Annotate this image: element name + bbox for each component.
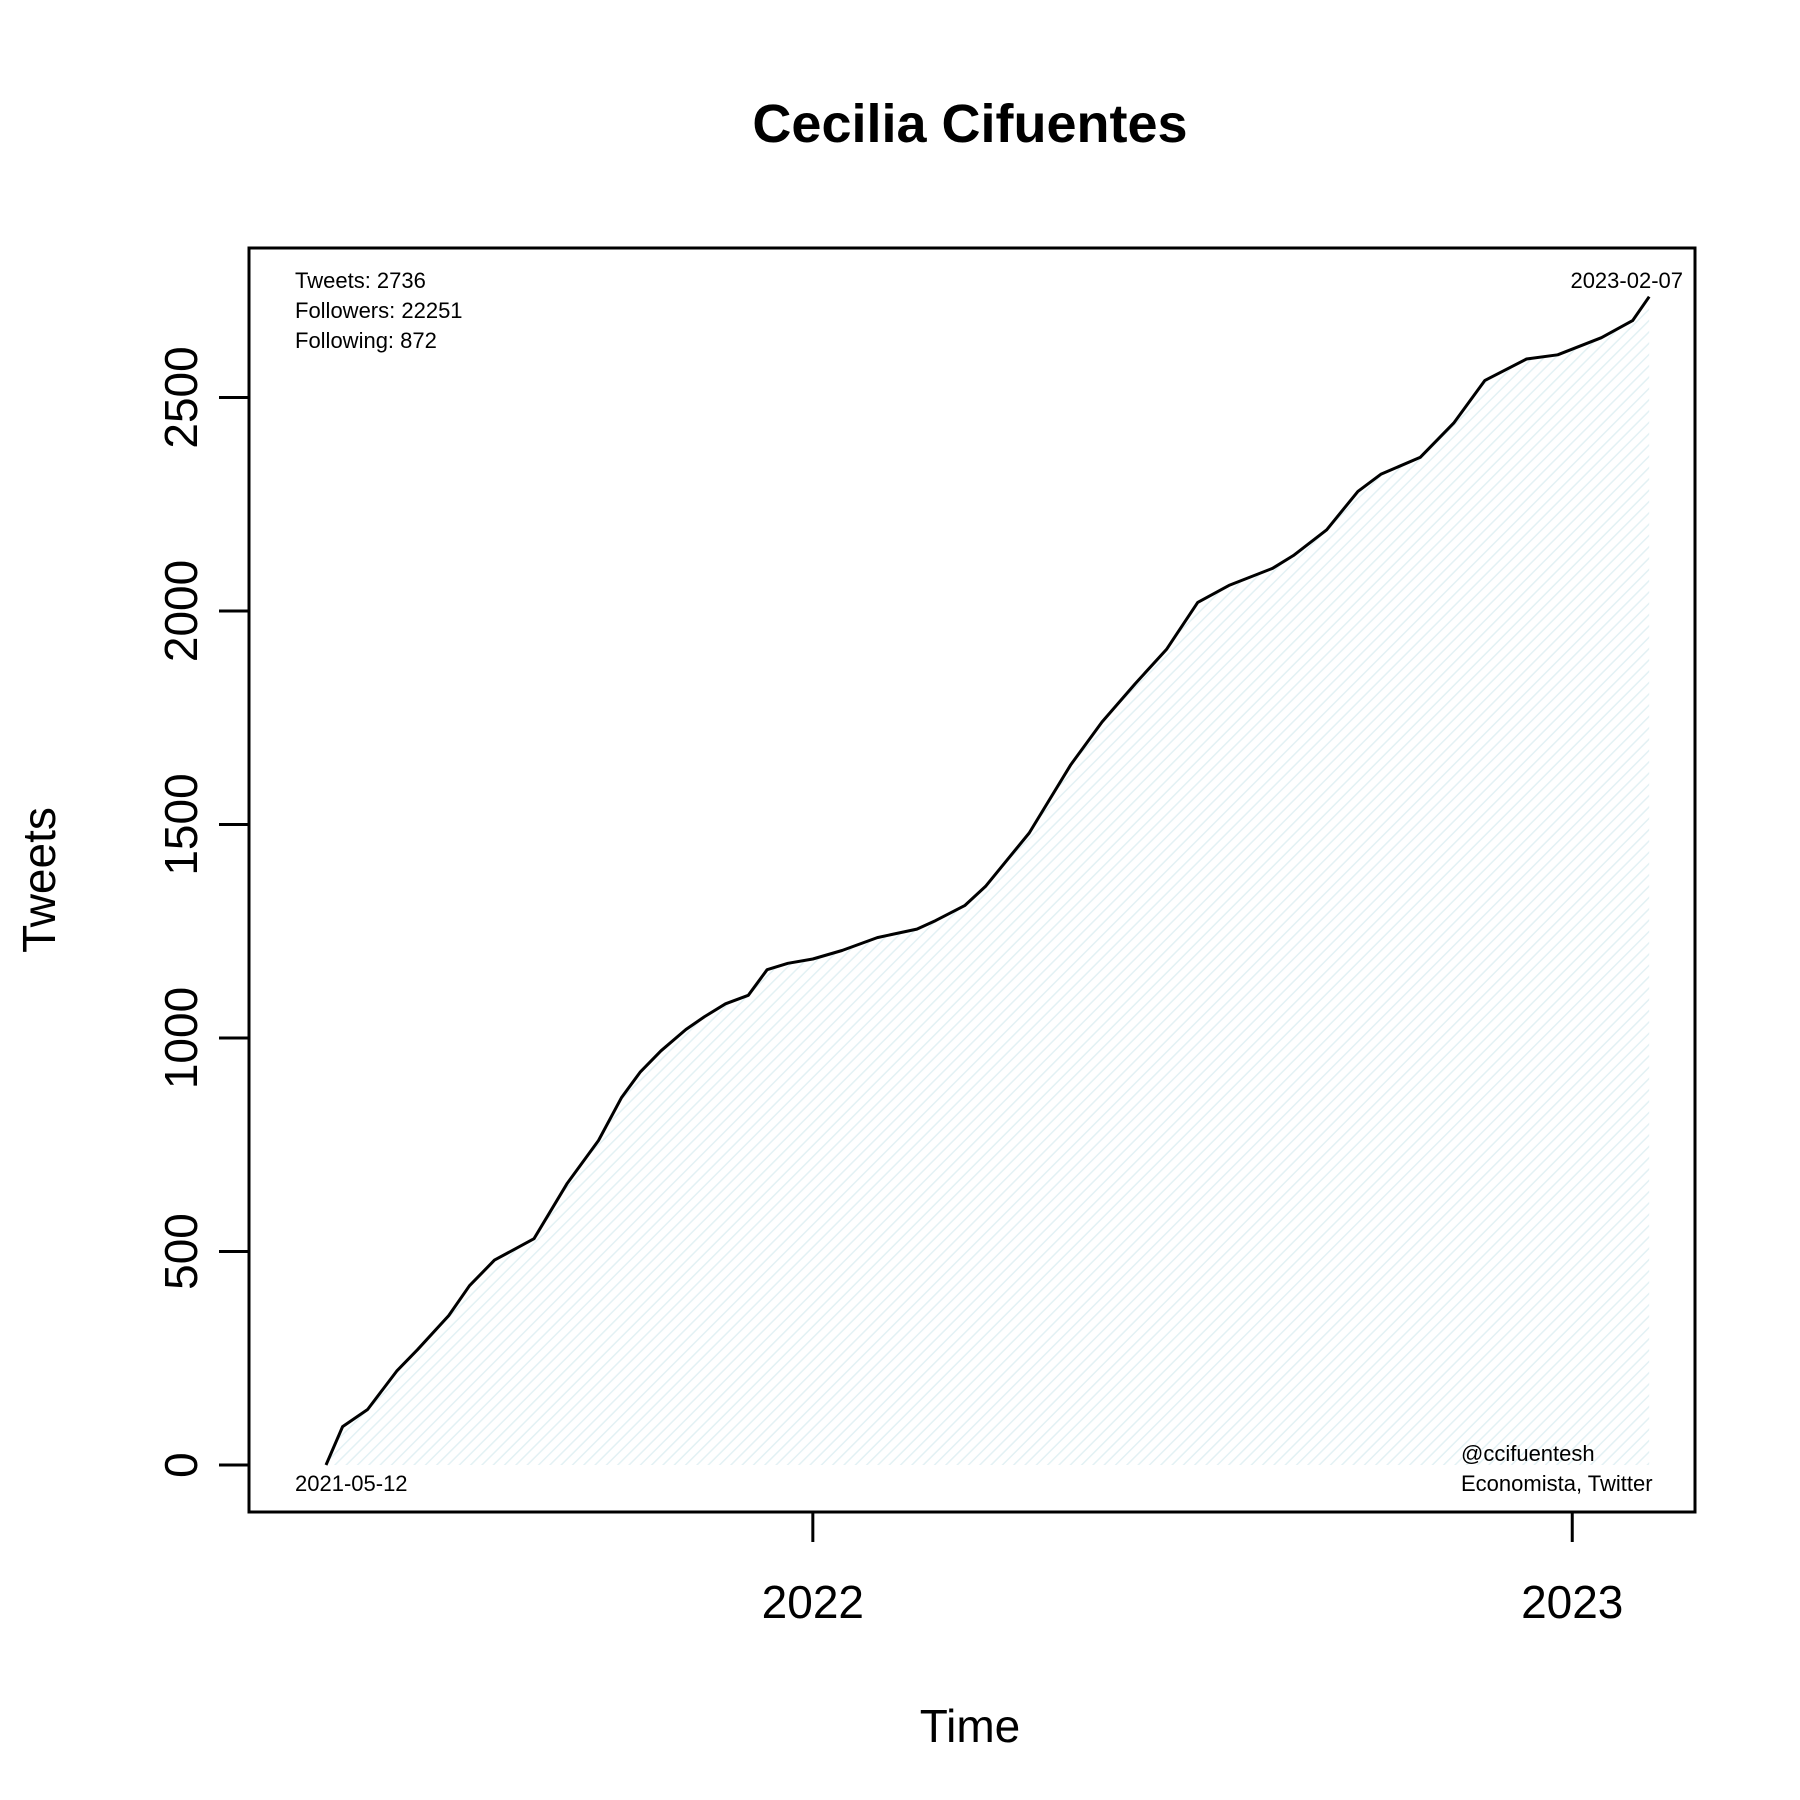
y-axis: 0 500 1000 1500 2000 2500 xyxy=(155,346,249,1478)
x-axis-label: Time xyxy=(920,1700,1021,1752)
stats-following: Following: 872 xyxy=(295,328,437,353)
plot-frame xyxy=(247,246,1697,1514)
stats-tweets: Tweets: 2736 xyxy=(295,268,426,293)
y-tick-label: 0 xyxy=(155,1452,207,1478)
area-layer xyxy=(326,296,1650,1466)
y-tick-label: 2500 xyxy=(155,346,207,448)
y-tick-label: 1500 xyxy=(155,773,207,875)
series-line xyxy=(324,295,1651,1466)
x-tick-label: 2022 xyxy=(762,1576,864,1628)
start-date-label: 2021-05-12 xyxy=(295,1471,408,1496)
series-area xyxy=(326,296,1650,1466)
handle-label: @ccifuentesh xyxy=(1461,1441,1595,1466)
y-tick-label: 2000 xyxy=(155,560,207,662)
end-date-label: 2023-02-07 xyxy=(1570,268,1683,293)
y-axis-label: Tweets xyxy=(13,807,65,953)
y-tick-label: 1000 xyxy=(155,987,207,1089)
x-tick-label: 2023 xyxy=(1521,1576,1623,1628)
y-tick-label: 500 xyxy=(155,1213,207,1290)
line-layer xyxy=(324,295,1651,1466)
x-axis: 2022 2023 xyxy=(762,1512,1623,1628)
stats-followers: Followers: 22251 xyxy=(295,298,463,323)
description-label: Economista, Twitter xyxy=(1461,1471,1653,1496)
chart-title: Cecilia Cifuentes xyxy=(752,94,1187,154)
